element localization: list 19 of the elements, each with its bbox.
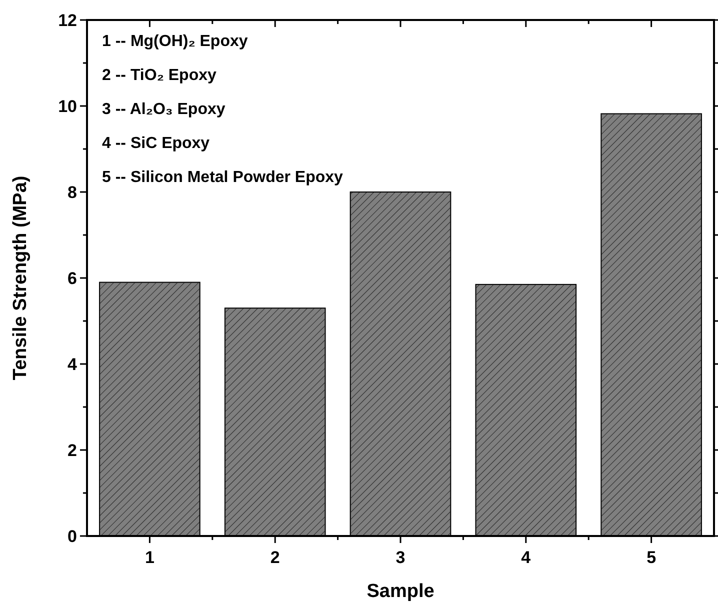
y-tick-label: 2 (68, 440, 77, 460)
y-tick-label: 12 (58, 10, 77, 30)
x-tick-label: 4 (521, 548, 532, 567)
x-axis-title: Sample (366, 581, 434, 602)
x-tick-label: 1 (144, 548, 154, 567)
x-tick-label: 5 (646, 548, 656, 567)
y-tick-label: 4 (68, 354, 78, 374)
y-tick-label: 6 (68, 268, 77, 288)
y-tick-label: 0 (68, 526, 77, 546)
annotation: 4 -- SiC Epoxy (102, 135, 210, 152)
y-axis-title: Tensile Strength (MPa) (10, 176, 31, 380)
annotation: 1 -- Mg(OH)₂ Epoxy (102, 33, 248, 50)
x-tick-label: 3 (396, 548, 406, 567)
annotation: 2 -- TiO₂ Epoxy (102, 67, 216, 84)
y-tick-label: 8 (68, 182, 77, 202)
annotation: 5 -- Silicon Metal Powder Epoxy (102, 169, 344, 186)
y-tick-label: 10 (58, 96, 77, 116)
annotation: 3 -- Al₂O₃ Epoxy (102, 101, 226, 118)
x-tick-label: 2 (270, 548, 280, 567)
